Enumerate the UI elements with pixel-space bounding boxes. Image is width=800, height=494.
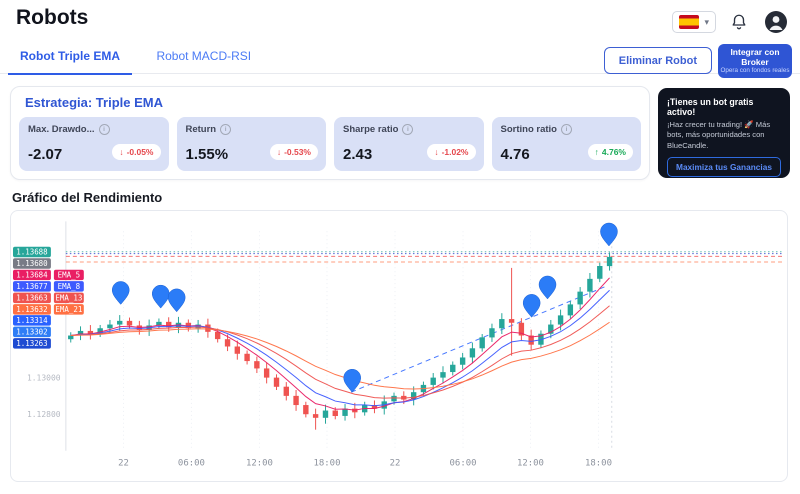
svg-text:06:00: 06:00 <box>178 459 205 469</box>
svg-text:1.13663: 1.13663 <box>16 293 47 302</box>
svg-text:1.13677: 1.13677 <box>16 282 47 291</box>
candlestick-svg: 22 06:00 12:00 18:00 22 06:00 12:00 18:00 1.1300… <box>12 221 784 469</box>
metric-change-badge: ↑ 4.76% <box>587 144 633 160</box>
metric-change-badge: ↓ -0.53% <box>269 144 318 160</box>
chart-section-title: Gráfico del Rendimiento <box>12 190 163 205</box>
user-menu-button[interactable] <box>762 8 790 36</box>
EMA_21-line <box>70 321 610 390</box>
promo-title: ¡Tienes un bot gratis activo! <box>667 97 754 117</box>
metric-value: 4.76 <box>500 146 530 163</box>
svg-text:EMA_13: EMA_13 <box>55 293 82 302</box>
performance-chart-card: 22 06:00 12:00 18:00 22 06:00 12:00 18:00 1.1300… <box>10 210 788 482</box>
signal-pin-icon <box>167 288 186 313</box>
language-selector[interactable]: ▾ <box>672 11 716 33</box>
metric-value: 2.43 <box>343 146 373 163</box>
robot-tabs: Robot Triple EMA Robot MACD-RSI <box>0 40 800 75</box>
svg-text:EMA_5: EMA_5 <box>58 270 80 279</box>
signal-pin-icon <box>538 275 557 300</box>
trendline <box>350 285 607 393</box>
svg-text:EMA_8: EMA_8 <box>58 282 81 291</box>
metric-label: Sortino ratio <box>500 124 557 135</box>
svg-text:12:00: 12:00 <box>246 459 273 469</box>
tab-robot-triple-ema[interactable]: Robot Triple EMA <box>8 40 132 75</box>
info-icon[interactable] <box>220 124 232 135</box>
svg-text:22: 22 <box>390 459 401 469</box>
svg-text:EMA_21: EMA_21 <box>55 305 82 314</box>
metric-sharpe-ratio: Sharpe ratio 2.43 ↓-1.02% <box>334 117 484 171</box>
notifications-button[interactable] <box>728 11 750 33</box>
metric-value: 1.55% <box>185 146 229 163</box>
svg-text:1.13302: 1.13302 <box>16 327 47 336</box>
EMA_5-line <box>70 277 610 411</box>
arrow-down-icon: ↓ <box>276 147 282 157</box>
signal-pin-icon <box>343 369 361 393</box>
svg-text:1.13688: 1.13688 <box>16 248 48 257</box>
promo-body: ¡Haz crecer tu trading! 🚀 Más bots, más … <box>667 120 771 150</box>
svg-text:18:00: 18:00 <box>585 459 612 469</box>
EMA_13-line <box>70 305 610 399</box>
svg-text:1.12800: 1.12800 <box>27 410 61 419</box>
signal-pin-icon <box>111 281 130 305</box>
svg-text:1.13684: 1.13684 <box>16 270 48 279</box>
arrow-down-icon: ↓ <box>434 147 439 157</box>
info-icon[interactable] <box>98 124 110 135</box>
free-bot-promo-card: ¡Tienes un bot gratis activo! ¡Haz crece… <box>658 88 790 178</box>
spain-flag-icon <box>679 15 700 29</box>
broker-button-sublabel: Opera con fondos reales <box>720 67 790 75</box>
svg-text:18:00: 18:00 <box>313 459 340 469</box>
bell-icon <box>732 14 746 30</box>
signal-pin-icon <box>522 294 541 318</box>
page-title: Robots <box>16 6 89 29</box>
svg-text:1.13000: 1.13000 <box>27 374 61 383</box>
integrate-broker-button[interactable]: Integrar con Broker Opera con fondos rea… <box>718 44 792 78</box>
svg-text:1.13263: 1.13263 <box>16 339 47 348</box>
strategy-title: Estrategia: Triple EMA <box>25 95 163 110</box>
maximize-gains-button[interactable]: Maximiza tus Ganancias <box>667 156 781 177</box>
avatar-icon <box>765 11 787 33</box>
info-icon[interactable] <box>402 124 414 135</box>
chevron-down-icon: ▾ <box>704 16 709 27</box>
svg-text:06:00: 06:00 <box>450 459 477 469</box>
metric-sortino-ratio: Sortino ratio 4.76 ↑4.76% <box>491 117 641 171</box>
svg-text:1.13680: 1.13680 <box>16 259 48 268</box>
signal-pin-icon <box>600 222 618 247</box>
metric-label: Sharpe ratio <box>343 124 399 135</box>
signal-pin-icon <box>151 284 170 309</box>
performance-chart[interactable]: 22 06:00 12:00 18:00 22 06:00 12:00 18:00 1.1300… <box>11 211 787 481</box>
metric-value: -2.07 <box>28 146 63 163</box>
arrow-up-icon: ↑ <box>594 147 599 157</box>
metric-max-drawdown: Max. Drawdo... -2.07 ↓-0.05% <box>19 117 169 171</box>
svg-text:1.13632: 1.13632 <box>16 305 47 314</box>
info-icon[interactable] <box>560 124 572 135</box>
strategy-card: Estrategia: Triple EMA Max. Drawdo... -2… <box>10 86 650 180</box>
broker-button-label: Integrar con Broker <box>730 47 780 68</box>
svg-text:1.13314: 1.13314 <box>16 316 48 325</box>
metric-change-badge: ↓ -0.05% <box>112 144 161 160</box>
svg-text:12:00: 12:00 <box>517 459 544 469</box>
svg-text:22: 22 <box>118 459 129 469</box>
metric-change-badge: ↓ -1.02% <box>427 144 476 160</box>
EMA_8-line <box>70 289 610 407</box>
tab-robot-macd-rsi[interactable]: Robot MACD-RSI <box>156 49 252 63</box>
topbar: ▾ <box>672 8 790 36</box>
delete-robot-button[interactable]: Eliminar Robot <box>603 47 712 74</box>
metric-label: Max. Drawdo... <box>28 124 95 135</box>
metric-return: Return 1.55% ↓-0.53% <box>176 117 326 171</box>
arrow-down-icon: ↓ <box>119 147 124 157</box>
metrics-row: Max. Drawdo... -2.07 ↓-0.05% Return 1.55… <box>19 117 641 171</box>
metric-label: Return <box>185 124 217 135</box>
